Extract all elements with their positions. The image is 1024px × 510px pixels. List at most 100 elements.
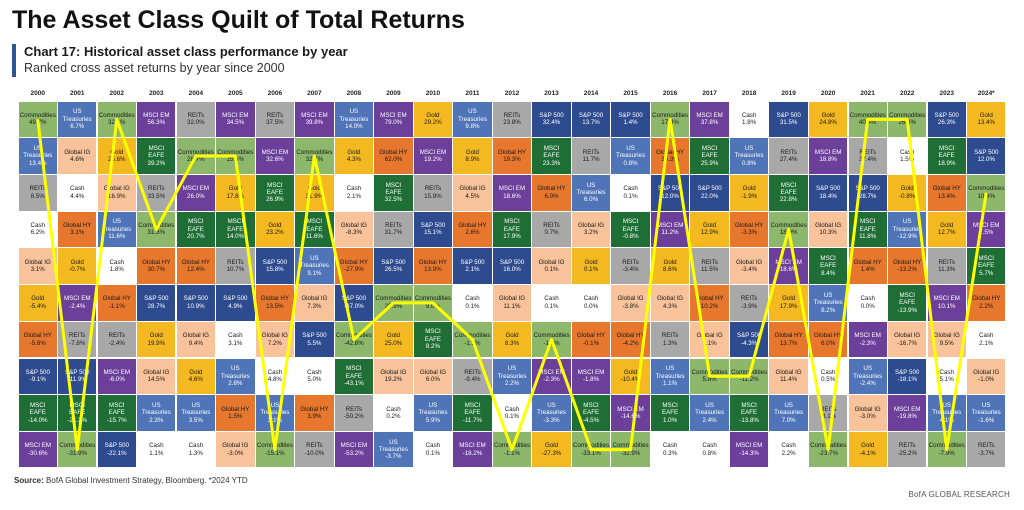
return-label: 19.2% — [424, 156, 442, 164]
return-label: -3.0% — [227, 449, 244, 457]
year-label: 2006 — [267, 90, 283, 97]
asset-name: MSCI EAFE — [859, 218, 876, 233]
asset-name: Global HY — [300, 405, 329, 413]
quilt-cell: MSCI EAFE 17.9% — [492, 211, 532, 248]
quilt-cell: MSCI EAFE 23.3% — [532, 138, 571, 174]
quilt-cell: Cash 5.0% — [295, 358, 334, 394]
return-label: -37.0% — [344, 302, 364, 310]
return-label: -2.4% — [69, 302, 86, 310]
asset-name: MSCI EM — [459, 442, 486, 450]
return-label: -4.3% — [741, 339, 758, 347]
quilt-cell: Gold 12.7% — [927, 211, 966, 248]
asset-name: S&P 500 — [183, 295, 208, 303]
return-label: -22.1% — [106, 449, 127, 457]
quilt-cell: REITs -50.2% — [334, 395, 374, 431]
asset-name: MSCI EM — [893, 405, 921, 413]
asset-name: Global IG — [894, 332, 921, 340]
asset-name: MSCI EM — [419, 148, 447, 156]
return-label: 2.2% — [979, 302, 994, 310]
return-label: -12.9% — [897, 233, 917, 241]
asset-name: REITs — [187, 111, 205, 119]
return-label: 11.4% — [780, 376, 798, 384]
quilt-cell: S&P 500 13.7% — [571, 101, 611, 138]
return-label: 14.0% — [226, 233, 245, 241]
quilt-cell: US Treasuries 9.8% — [453, 101, 492, 138]
quilt-cell: MSCI EAFE 18.9% — [927, 138, 966, 174]
quilt-cell: US Treasuries 2.4% — [690, 395, 729, 431]
quilt-cell: Cash 3.1% — [216, 321, 255, 358]
return-label: -2.3% — [859, 339, 876, 347]
return-label: 3.1% — [70, 229, 85, 237]
quilt-cell: MSCI EM 18.6% — [769, 248, 808, 284]
quilt-cell: Commodities -31.9% — [58, 431, 97, 468]
quilt-cell: US Treasuries 8.2% — [809, 285, 848, 321]
asset-name: Global IG — [459, 185, 486, 193]
return-label: 19.3% — [503, 156, 521, 164]
asset-name: MSCI EM — [143, 111, 170, 119]
return-label: 0.0% — [860, 302, 875, 310]
return-label: -31.9% — [67, 449, 88, 457]
asset-name: Cash — [939, 368, 954, 376]
year-label: 2016 — [662, 90, 678, 97]
quilt-cell: REITs -2.4% — [97, 321, 136, 358]
quilt-cell: MSCI EAFE 8.2% — [413, 321, 453, 358]
quilt-cell: MSCI EM -53.2% — [334, 431, 374, 468]
quilt-cell: Cash 0.8% — [690, 431, 729, 468]
return-label: -11.2% — [739, 376, 759, 384]
quilt-cell: MSCI EM -14.3% — [729, 431, 769, 468]
return-label: -1.2% — [543, 339, 560, 347]
year-label: 2013 — [544, 90, 559, 97]
asset-name: MSCI EAFE — [424, 328, 442, 343]
asset-name: Gold — [624, 368, 638, 376]
quilt-cell: US Treasuries 0.8% — [729, 138, 769, 174]
return-label: 11.8% — [859, 233, 877, 241]
quilt-cell: MSCI EM -19.8% — [888, 395, 927, 431]
return-label: 18.8% — [819, 156, 837, 164]
quilt-cell: MSCI EAFE 39.2% — [137, 138, 176, 174]
quilt-cell: Global HY 2.2% — [967, 285, 1006, 321]
quilt-cell: S&P 500 5.5% — [295, 321, 334, 358]
asset-name: MSCI EAFE — [938, 144, 955, 160]
year-label: 2007 — [307, 90, 322, 97]
asset-name: Cash — [504, 405, 520, 413]
quilt-cell: REITs 32.0% — [176, 101, 215, 138]
return-label: 17.8% — [226, 192, 245, 200]
asset-name: Global HY — [655, 148, 685, 156]
return-label: 3.2% — [583, 229, 599, 237]
asset-name: S&P 500 — [934, 111, 959, 119]
return-label: -8.3% — [345, 229, 362, 237]
asset-name: Global HY — [814, 332, 843, 340]
quilt-cell: S&P 500 -4.3% — [729, 321, 769, 358]
quilt-cell: S&P 500 15.1% — [413, 211, 453, 248]
quilt-cell: Gold -4.1% — [848, 431, 887, 468]
return-label: 29.2% — [424, 119, 442, 127]
asset-name: US Treasuries — [418, 401, 448, 417]
asset-name: S&P 500 — [697, 185, 722, 193]
quilt-cell: Commodities 25.6% — [216, 138, 255, 174]
quilt-cell: US Treasuries 14.0% — [334, 101, 374, 138]
return-label: 32.5% — [384, 196, 403, 204]
asset-name: Global IG — [261, 332, 288, 340]
quilt-cell: Global IG -1.0% — [967, 358, 1006, 394]
return-label: -15.7% — [106, 416, 127, 424]
return-label: 8.6% — [663, 266, 678, 274]
return-label: 0.8% — [742, 159, 757, 167]
quilt-cell: Gold -27.3% — [532, 431, 571, 468]
quilt-cell: Global IG -8.3% — [334, 211, 374, 248]
asset-name: Commodities — [889, 111, 926, 119]
return-label: 6.0% — [821, 339, 836, 347]
quilt-cell: US Treasuries 1.1% — [650, 358, 690, 394]
quilt-cell: MSCI EM -18.2% — [453, 431, 492, 468]
quilt-cell: Global IG 11.4% — [769, 358, 808, 394]
return-label: -7.8% — [69, 339, 86, 347]
return-label: 10.2% — [700, 302, 719, 310]
asset-name: MSCI EAFE — [503, 218, 521, 233]
quilt-cell: MSCI EAFE 11.6% — [295, 211, 334, 248]
quilt-cell: Gold 12.9% — [690, 211, 729, 248]
return-label: 10.1% — [937, 302, 956, 310]
quilt-cell: MSCI EAFE -4.5% — [571, 395, 611, 431]
asset-name: MSCI EAFE — [464, 401, 481, 417]
asset-name: US Treasuries — [260, 401, 290, 417]
quilt-cell: S&P 500 -22.1% — [97, 431, 136, 468]
return-label: -33.1% — [581, 449, 601, 457]
